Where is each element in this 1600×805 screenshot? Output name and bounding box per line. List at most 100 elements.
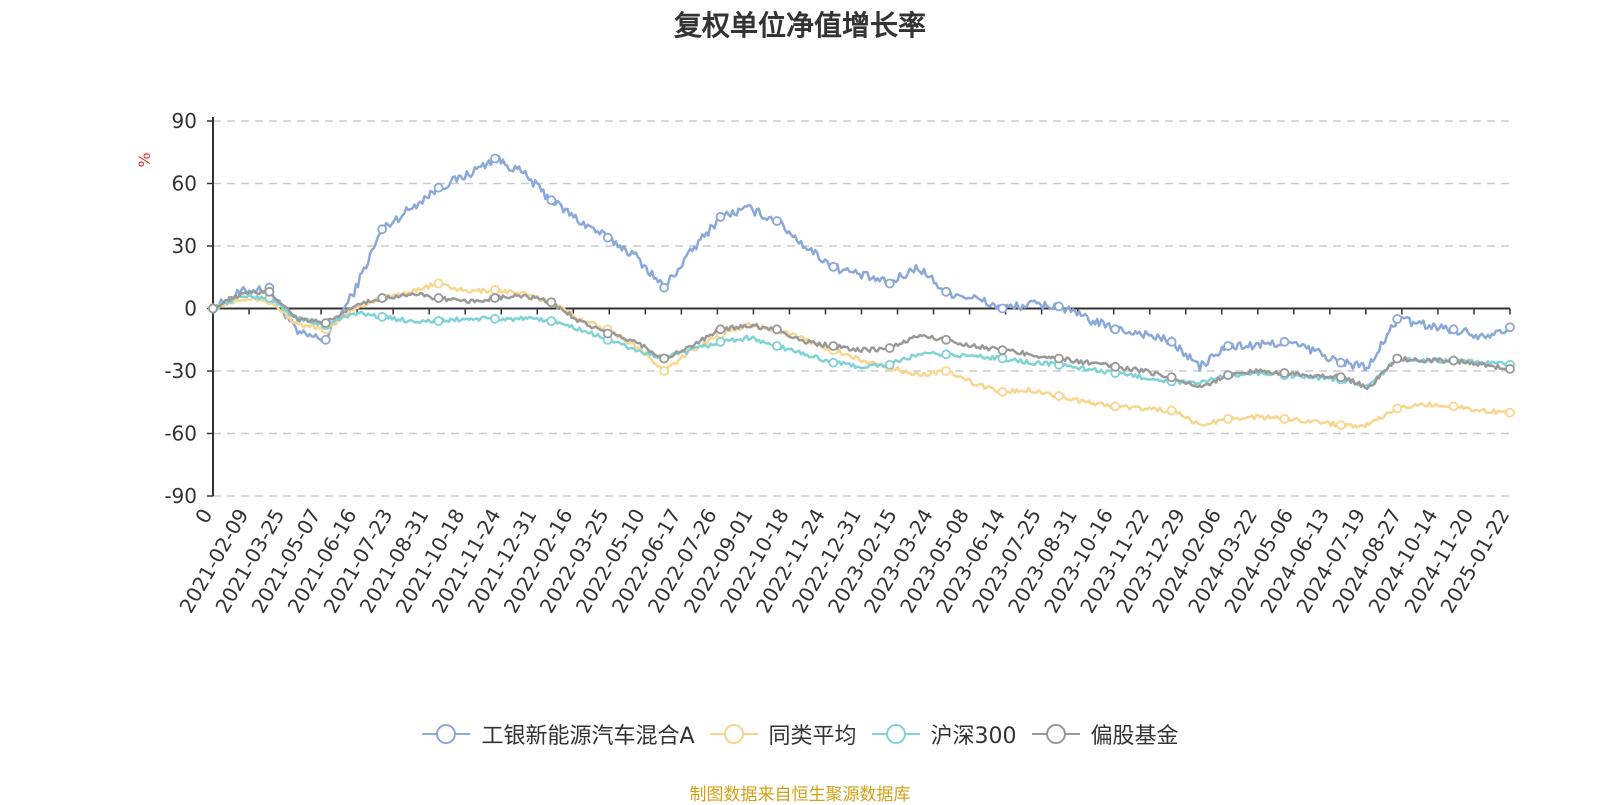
data-point [1166,336,1177,347]
data-point [772,324,782,335]
data-point [546,195,557,206]
legend-swatch-icon [709,724,758,744]
data-point [490,153,500,164]
legend-item[interactable]: 沪深300 [871,718,1017,750]
data-point [941,349,951,360]
data-point [433,182,444,193]
data-point [320,334,331,345]
legend-item[interactable]: 偏股基金 [1031,718,1179,750]
y-tick-label: -90 [164,484,197,508]
x-tick-label: 0 [190,505,217,528]
data-point [1335,420,1346,431]
data-point [997,303,1008,314]
data-point [602,328,613,339]
axes [207,117,1511,497]
data-point [377,293,388,303]
legend-label: 工银新能源汽车混合A [481,724,695,749]
data-point [1279,368,1290,378]
legend-label: 沪深300 [930,724,1017,749]
data-point [941,334,951,345]
data-point [490,293,500,303]
series-group [208,153,1515,372]
data-point [1053,353,1064,364]
data-point [659,366,670,376]
legend-label: 同类平均 [768,724,857,749]
source-note: 制图数据来自恒生聚源数据库 [689,785,911,805]
data-point [1053,301,1064,312]
data-point [941,286,951,297]
data-point [1335,372,1346,383]
data-point [1505,364,1515,374]
data-point [884,343,895,353]
data-point [1166,405,1177,416]
data-point [1110,324,1121,335]
tick-labels: -90-60-30030609002021-02-092021-03-25202… [164,109,1514,617]
legend-swatch-icon [871,724,920,744]
chart-title: 复权单位净值增长率 [673,9,926,42]
data-point [1448,355,1459,366]
series-line [212,280,1511,429]
data-point [772,216,782,226]
data-point [941,366,951,376]
data-point [715,324,726,335]
legend-swatch-icon [1031,724,1080,744]
data-point [433,278,444,289]
data-point [828,357,839,368]
legend-label: 偏股基金 [1090,724,1179,749]
data-point [659,282,670,293]
data-point [715,211,726,222]
data-point [997,345,1008,356]
data-point [433,293,444,303]
legend-item[interactable]: 工银新能源汽车混合A [421,718,695,750]
data-point [884,359,895,370]
data-point [1448,324,1459,335]
data-point [997,353,1008,364]
legend: 工银新能源汽车混合A 同类平均 沪深300 偏股基金 [0,718,1600,750]
y-tick-label: -60 [164,422,197,446]
data-point [546,297,557,308]
y-tick-label: -30 [164,359,197,383]
data-point [828,261,839,272]
y-tick-label: 60 [172,172,197,196]
legend-swatch-icon [422,724,471,744]
y-tick-label: 90 [172,109,197,133]
data-point [320,318,331,328]
data-point [490,314,500,324]
legend-item[interactable]: 同类平均 [709,718,857,750]
data-point [1223,341,1233,351]
series-line [212,293,1511,388]
data-point [377,224,388,235]
data-point [546,316,557,326]
data-point [997,386,1008,397]
data-point [1110,361,1121,372]
series-line [212,289,1511,391]
y-axis-label: % [135,152,154,167]
series-group [208,286,1515,391]
data-point [1166,372,1177,383]
data-point [1223,370,1233,381]
data-point [1223,414,1233,424]
data-point [490,284,500,295]
data-point [659,353,670,364]
data-point [1279,336,1290,347]
data-point [377,311,388,322]
data-point [208,303,218,314]
data-point [715,336,726,347]
data-point [1053,391,1064,401]
y-tick-label: 0 [184,297,197,321]
data-point [433,316,444,326]
data-point [772,341,782,351]
data-point [1505,407,1515,418]
data-point [1335,357,1346,368]
data-point [264,286,275,297]
data-point [884,278,895,289]
data-point [1392,353,1403,364]
y-tick-label: 30 [172,234,197,258]
data-point [602,232,613,243]
data-point [1505,322,1515,333]
series-lines [208,153,1515,431]
data-point [828,341,839,351]
data-point [1392,314,1403,324]
data-point [1392,403,1403,414]
